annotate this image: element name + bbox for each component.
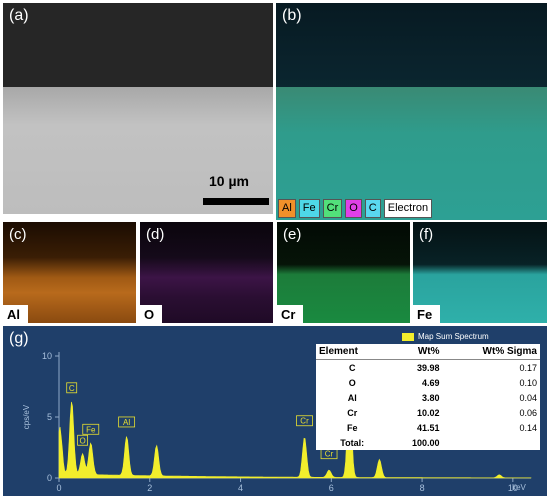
table-row: Cr 10.02 0.06 (316, 405, 540, 420)
cell-element: O (348, 377, 356, 388)
table-row: C 39.98 0.17 (316, 360, 540, 376)
y-tick-label: 5 (47, 412, 52, 422)
cell-sigma: 0.14 (519, 422, 537, 433)
table-row: O 4.69 0.10 (316, 375, 540, 390)
al-map-panel: (c) Al (3, 222, 136, 323)
legend-cr: Cr (322, 199, 343, 218)
panel-label-a: (a) (9, 7, 29, 24)
composition-table: Element Wt% Wt% Sigma C 39.98 0.17 O 4.6… (316, 344, 540, 450)
peak-label: Fe (86, 425, 96, 434)
header-wt: Wt% (388, 344, 443, 360)
panel-label-d: (d) (146, 226, 165, 243)
spectrum-area (58, 382, 532, 479)
table-header-row: Element Wt% Wt% Sigma (316, 344, 540, 360)
peak-label-box (66, 382, 78, 394)
peak-label: C (69, 384, 75, 393)
legend-text: Map Sum Spectrum (418, 332, 489, 341)
fe-map-panel: (f) Fe (413, 222, 547, 323)
legend-o: O (345, 199, 362, 218)
cell-element: C (348, 362, 356, 373)
panel-label-g: (g) (9, 330, 29, 347)
x-tick-label: 0 (56, 483, 61, 493)
substrate-region (276, 87, 547, 220)
peak-label: O (79, 436, 85, 445)
cell-wt: 41.51 (416, 422, 440, 433)
element-label-cr: Cr (277, 305, 304, 323)
peak-label: Cr (300, 417, 309, 426)
table-row: Fe 41.51 0.14 (316, 420, 540, 435)
panel-label-c: (c) (9, 226, 27, 243)
x-tick-label: 2 (147, 483, 152, 493)
legend-swatch (402, 332, 414, 341)
element-label-o: O (140, 305, 163, 323)
legend-al: Al (278, 199, 296, 218)
peak-label-box (77, 434, 88, 446)
spectrum-legend: Map Sum Spectrum (402, 332, 489, 341)
x-tick-label: 4 (238, 483, 243, 493)
cell-wt: 39.98 (416, 362, 440, 373)
peak-label-box (118, 416, 136, 428)
coating-region (3, 3, 273, 89)
element-legend: Al Fe Cr O C Electron (278, 199, 433, 218)
cell-element: Fe (346, 422, 358, 433)
header-element: Element (316, 344, 389, 360)
cell-sigma: 0.04 (519, 392, 537, 403)
cell-wt: 4.69 (421, 377, 440, 388)
legend-fe: Fe (298, 199, 320, 218)
peak-label-box (296, 415, 313, 427)
panel-label-f: (f) (419, 226, 434, 243)
sem-image-panel: (a) 10 µm (3, 3, 273, 214)
panel-label-b: (b) (282, 7, 302, 24)
legend-electron: Electron (383, 199, 433, 218)
legend-c: C (364, 199, 381, 218)
x-tick-label: 10 (508, 483, 518, 493)
element-label-fe: Fe (413, 305, 441, 323)
cell-sigma: 0.06 (519, 407, 537, 418)
cr-map-panel: (e) Cr (277, 222, 410, 323)
coating-region (276, 3, 547, 89)
cell-total-value: 100.00 (411, 437, 440, 448)
header-sigma: Wt% Sigma (442, 344, 540, 360)
scale-bar-label: 10 µm (209, 173, 249, 189)
x-tick-label: 8 (420, 483, 425, 493)
element-label-al: Al (3, 305, 28, 323)
table-total-row: Total: 100.00 (316, 435, 540, 450)
layered-eds-map-panel: (b) Al Fe Cr O C Electron (276, 3, 547, 220)
cell-wt: 10.02 (416, 407, 440, 418)
cell-element: Cr (347, 407, 358, 418)
panel-label-e: (e) (283, 226, 302, 243)
cell-total-label: Total: (340, 437, 365, 448)
y-tick-label: 10 (42, 351, 52, 361)
x-tick-label: 6 (329, 483, 334, 493)
substrate-region (3, 87, 273, 214)
x-axis-label: keV (512, 483, 526, 492)
y-axis-label: cps/eV (22, 404, 31, 429)
cell-sigma: 0.17 (519, 362, 537, 373)
table-row: Al 3.80 0.04 (316, 390, 540, 405)
y-tick-label: 0 (47, 473, 52, 483)
peak-label-box (82, 423, 100, 435)
cell-sigma: 0.10 (519, 377, 537, 388)
cell-element: Al (347, 392, 357, 403)
cell-wt: 3.80 (421, 392, 440, 403)
o-map-panel: (d) O (140, 222, 273, 323)
peak-label: Al (123, 418, 130, 427)
scale-bar (203, 198, 269, 205)
peak-label: Cr (325, 450, 334, 459)
